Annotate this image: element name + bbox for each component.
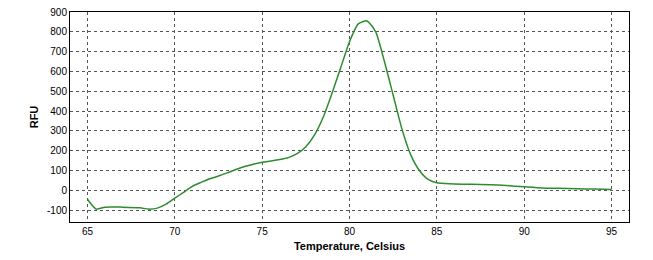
svg-text:0: 0 [61, 185, 67, 196]
svg-text:400: 400 [50, 106, 67, 117]
svg-text:80: 80 [344, 226, 356, 237]
svg-text:700: 700 [50, 46, 67, 57]
svg-text:70: 70 [169, 226, 181, 237]
svg-text:300: 300 [50, 125, 67, 136]
svg-text:75: 75 [257, 226, 269, 237]
svg-text:200: 200 [50, 145, 67, 156]
svg-text:800: 800 [50, 26, 67, 37]
svg-text:500: 500 [50, 86, 67, 97]
svg-text:90: 90 [519, 226, 531, 237]
svg-text:RFU: RFU [28, 106, 40, 129]
svg-text:95: 95 [606, 226, 618, 237]
svg-text:85: 85 [431, 226, 443, 237]
svg-text:-100: -100 [47, 205, 67, 216]
svg-text:100: 100 [50, 165, 67, 176]
svg-text:900: 900 [50, 7, 67, 18]
svg-text:Temperature, Celsius: Temperature, Celsius [294, 240, 405, 252]
svg-text:600: 600 [50, 66, 67, 77]
svg-text:65: 65 [82, 226, 94, 237]
